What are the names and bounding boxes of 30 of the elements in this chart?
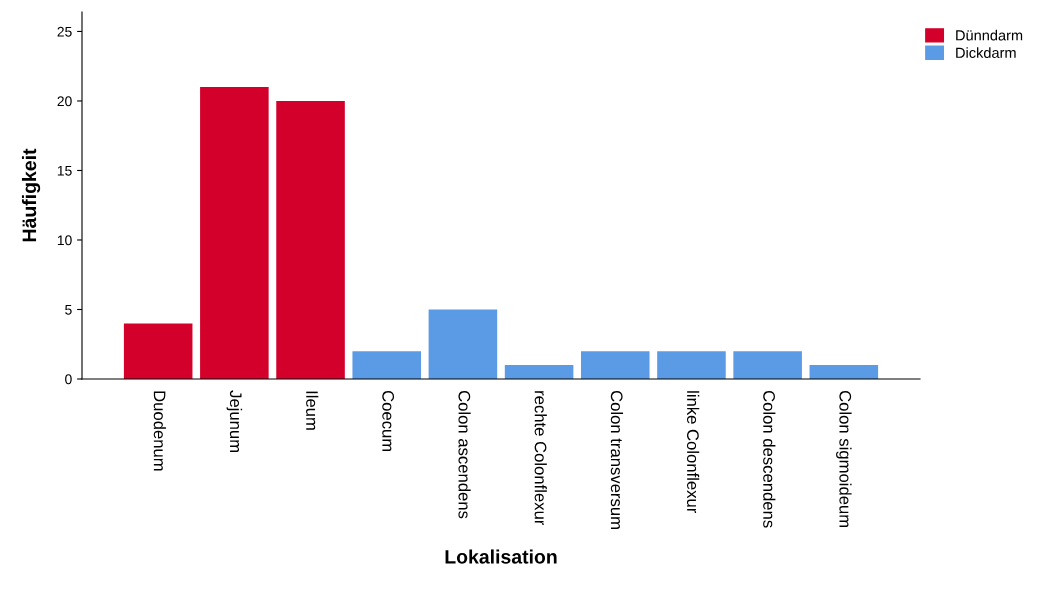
bar xyxy=(580,351,650,379)
bar xyxy=(809,365,879,379)
y-tick-label: 25 xyxy=(57,26,72,37)
y-tick-label: 20 xyxy=(57,96,72,107)
x-tick-label: linke Colonflexur xyxy=(686,391,700,514)
x-tick-label: Ileum xyxy=(306,391,319,430)
bar xyxy=(200,87,269,379)
y-tick-label: 10 xyxy=(57,235,72,246)
y-tick-label: 15 xyxy=(57,165,72,176)
bar xyxy=(352,351,422,379)
y-tick-label: 5 xyxy=(65,304,72,315)
x-tick-label: Jejunum xyxy=(226,390,243,453)
y-axis-title: Häufigkeit xyxy=(21,148,41,242)
x-tick-label: Colon transversum xyxy=(610,390,624,529)
y-tick-label: 0 xyxy=(65,374,72,385)
bar xyxy=(504,365,574,379)
x-tick-label: Coecum xyxy=(382,390,395,452)
x-tick-label: Colon descendens xyxy=(763,390,776,528)
x-tick-label: rechte Colonflexur xyxy=(534,391,547,526)
bar xyxy=(123,323,193,379)
bar xyxy=(733,351,802,379)
bar xyxy=(428,309,498,379)
legend-label: Dickdarm xyxy=(956,47,1016,58)
bar xyxy=(657,351,726,379)
x-tick-label: Colon ascendens xyxy=(458,390,471,519)
x-tick-label: Duodenum xyxy=(153,391,166,471)
legend-label: Dünndarm xyxy=(956,29,1023,41)
x-tick-label: Colon sigmoideum xyxy=(836,390,852,528)
x-axis-title: Lokalisation xyxy=(445,549,557,564)
bar xyxy=(276,100,345,379)
